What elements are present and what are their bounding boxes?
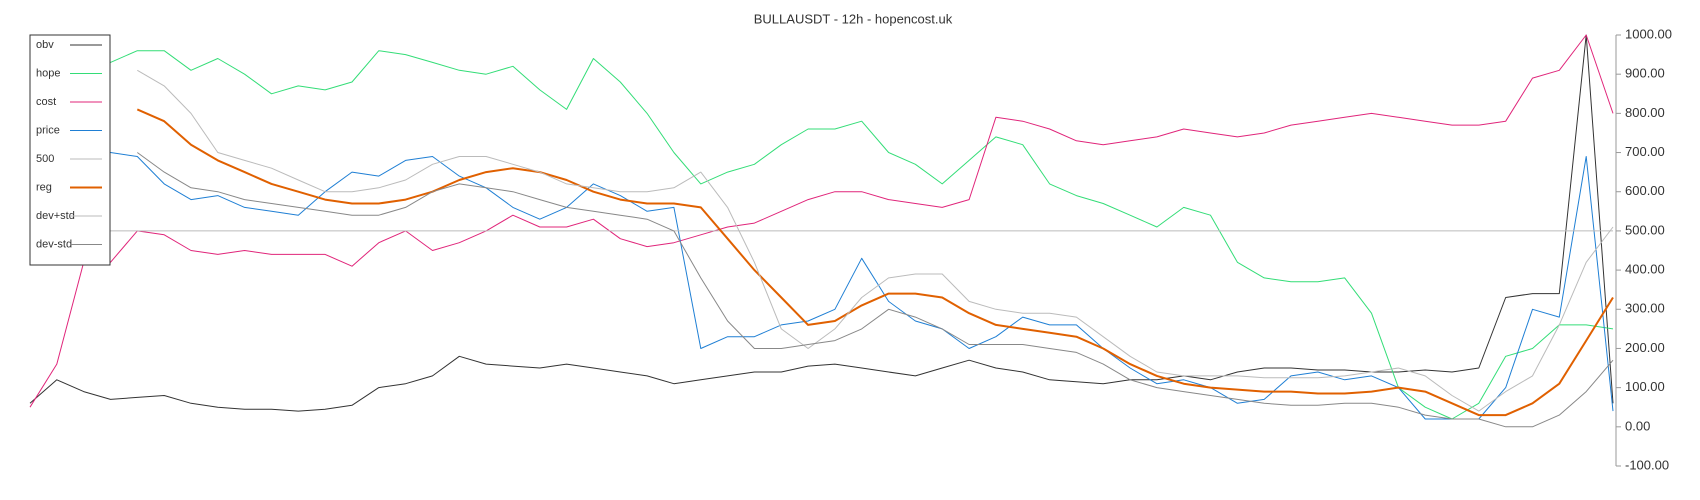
legend-label: cost xyxy=(36,96,56,108)
legend-label: obv xyxy=(36,39,54,51)
y-tick-label: 0.00 xyxy=(1625,418,1650,433)
series-line xyxy=(137,152,1614,428)
legend-label: reg xyxy=(36,181,52,193)
y-tick-label: -100.00 xyxy=(1625,457,1669,472)
y-tick-label: 800.00 xyxy=(1625,105,1665,120)
legend-label: price xyxy=(36,124,60,136)
y-tick-label: 600.00 xyxy=(1625,183,1665,198)
series-line xyxy=(137,69,1614,412)
series-line xyxy=(136,108,1614,417)
y-tick-label: 500.00 xyxy=(1625,222,1665,237)
legend-label: 500 xyxy=(36,153,54,165)
y-tick-label: 400.00 xyxy=(1625,262,1665,277)
legend-label: dev+std xyxy=(36,210,75,222)
series-line xyxy=(29,50,1614,420)
y-tick-label: 700.00 xyxy=(1625,144,1665,159)
chart-title: BULLAUSDT - 12h - hopencost.uk xyxy=(754,11,953,26)
legend: obv hope cost price 500 reg dev+std dev-std xyxy=(29,34,111,266)
series-line xyxy=(29,34,1614,412)
series-line xyxy=(110,152,1614,420)
legend-label: hope xyxy=(36,67,60,79)
y-tick-label: 900.00 xyxy=(1625,66,1665,81)
series-line xyxy=(29,34,1614,408)
y-tick-label: 100.00 xyxy=(1625,379,1665,394)
y-tick-label: 200.00 xyxy=(1625,340,1665,355)
legend-label: dev-std xyxy=(36,238,72,250)
y-tick-label: 300.00 xyxy=(1625,301,1665,316)
y-tick-label: 1000.00 xyxy=(1625,26,1672,41)
